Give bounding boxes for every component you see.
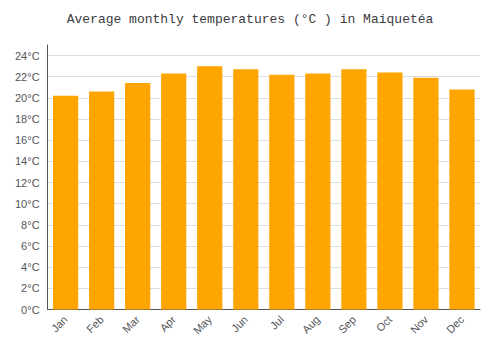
svg-text:10°C: 10°C (15, 198, 40, 210)
svg-text:Oct: Oct (374, 313, 395, 334)
svg-text:Jan: Jan (49, 313, 70, 334)
svg-text:Average monthly temperatures (: Average monthly temperatures (°C ) in Ma… (67, 12, 434, 27)
svg-text:14°C: 14°C (15, 155, 40, 167)
svg-text:Mar: Mar (120, 313, 142, 335)
svg-text:16°C: 16°C (15, 134, 40, 146)
svg-text:Jun: Jun (229, 313, 250, 334)
svg-text:Nov: Nov (408, 313, 431, 336)
svg-text:8°C: 8°C (21, 219, 40, 231)
svg-text:May: May (191, 313, 215, 337)
svg-text:6°C: 6°C (21, 240, 40, 252)
svg-text:4°C: 4°C (21, 261, 40, 273)
svg-text:0°C: 0°C (21, 304, 40, 316)
svg-text:Apr: Apr (157, 313, 178, 334)
svg-text:Sep: Sep (336, 313, 358, 335)
svg-text:Jul: Jul (268, 313, 286, 331)
svg-text:22°C: 22°C (15, 71, 40, 83)
svg-text:Aug: Aug (300, 313, 322, 335)
svg-text:Feb: Feb (84, 313, 106, 335)
svg-text:24°C: 24°C (15, 50, 40, 62)
svg-text:12°C: 12°C (15, 177, 40, 189)
svg-text:18°C: 18°C (15, 113, 40, 125)
svg-text:20°C: 20°C (15, 92, 40, 104)
svg-text:2°C: 2°C (21, 282, 40, 294)
svg-text:Dec: Dec (444, 313, 467, 336)
